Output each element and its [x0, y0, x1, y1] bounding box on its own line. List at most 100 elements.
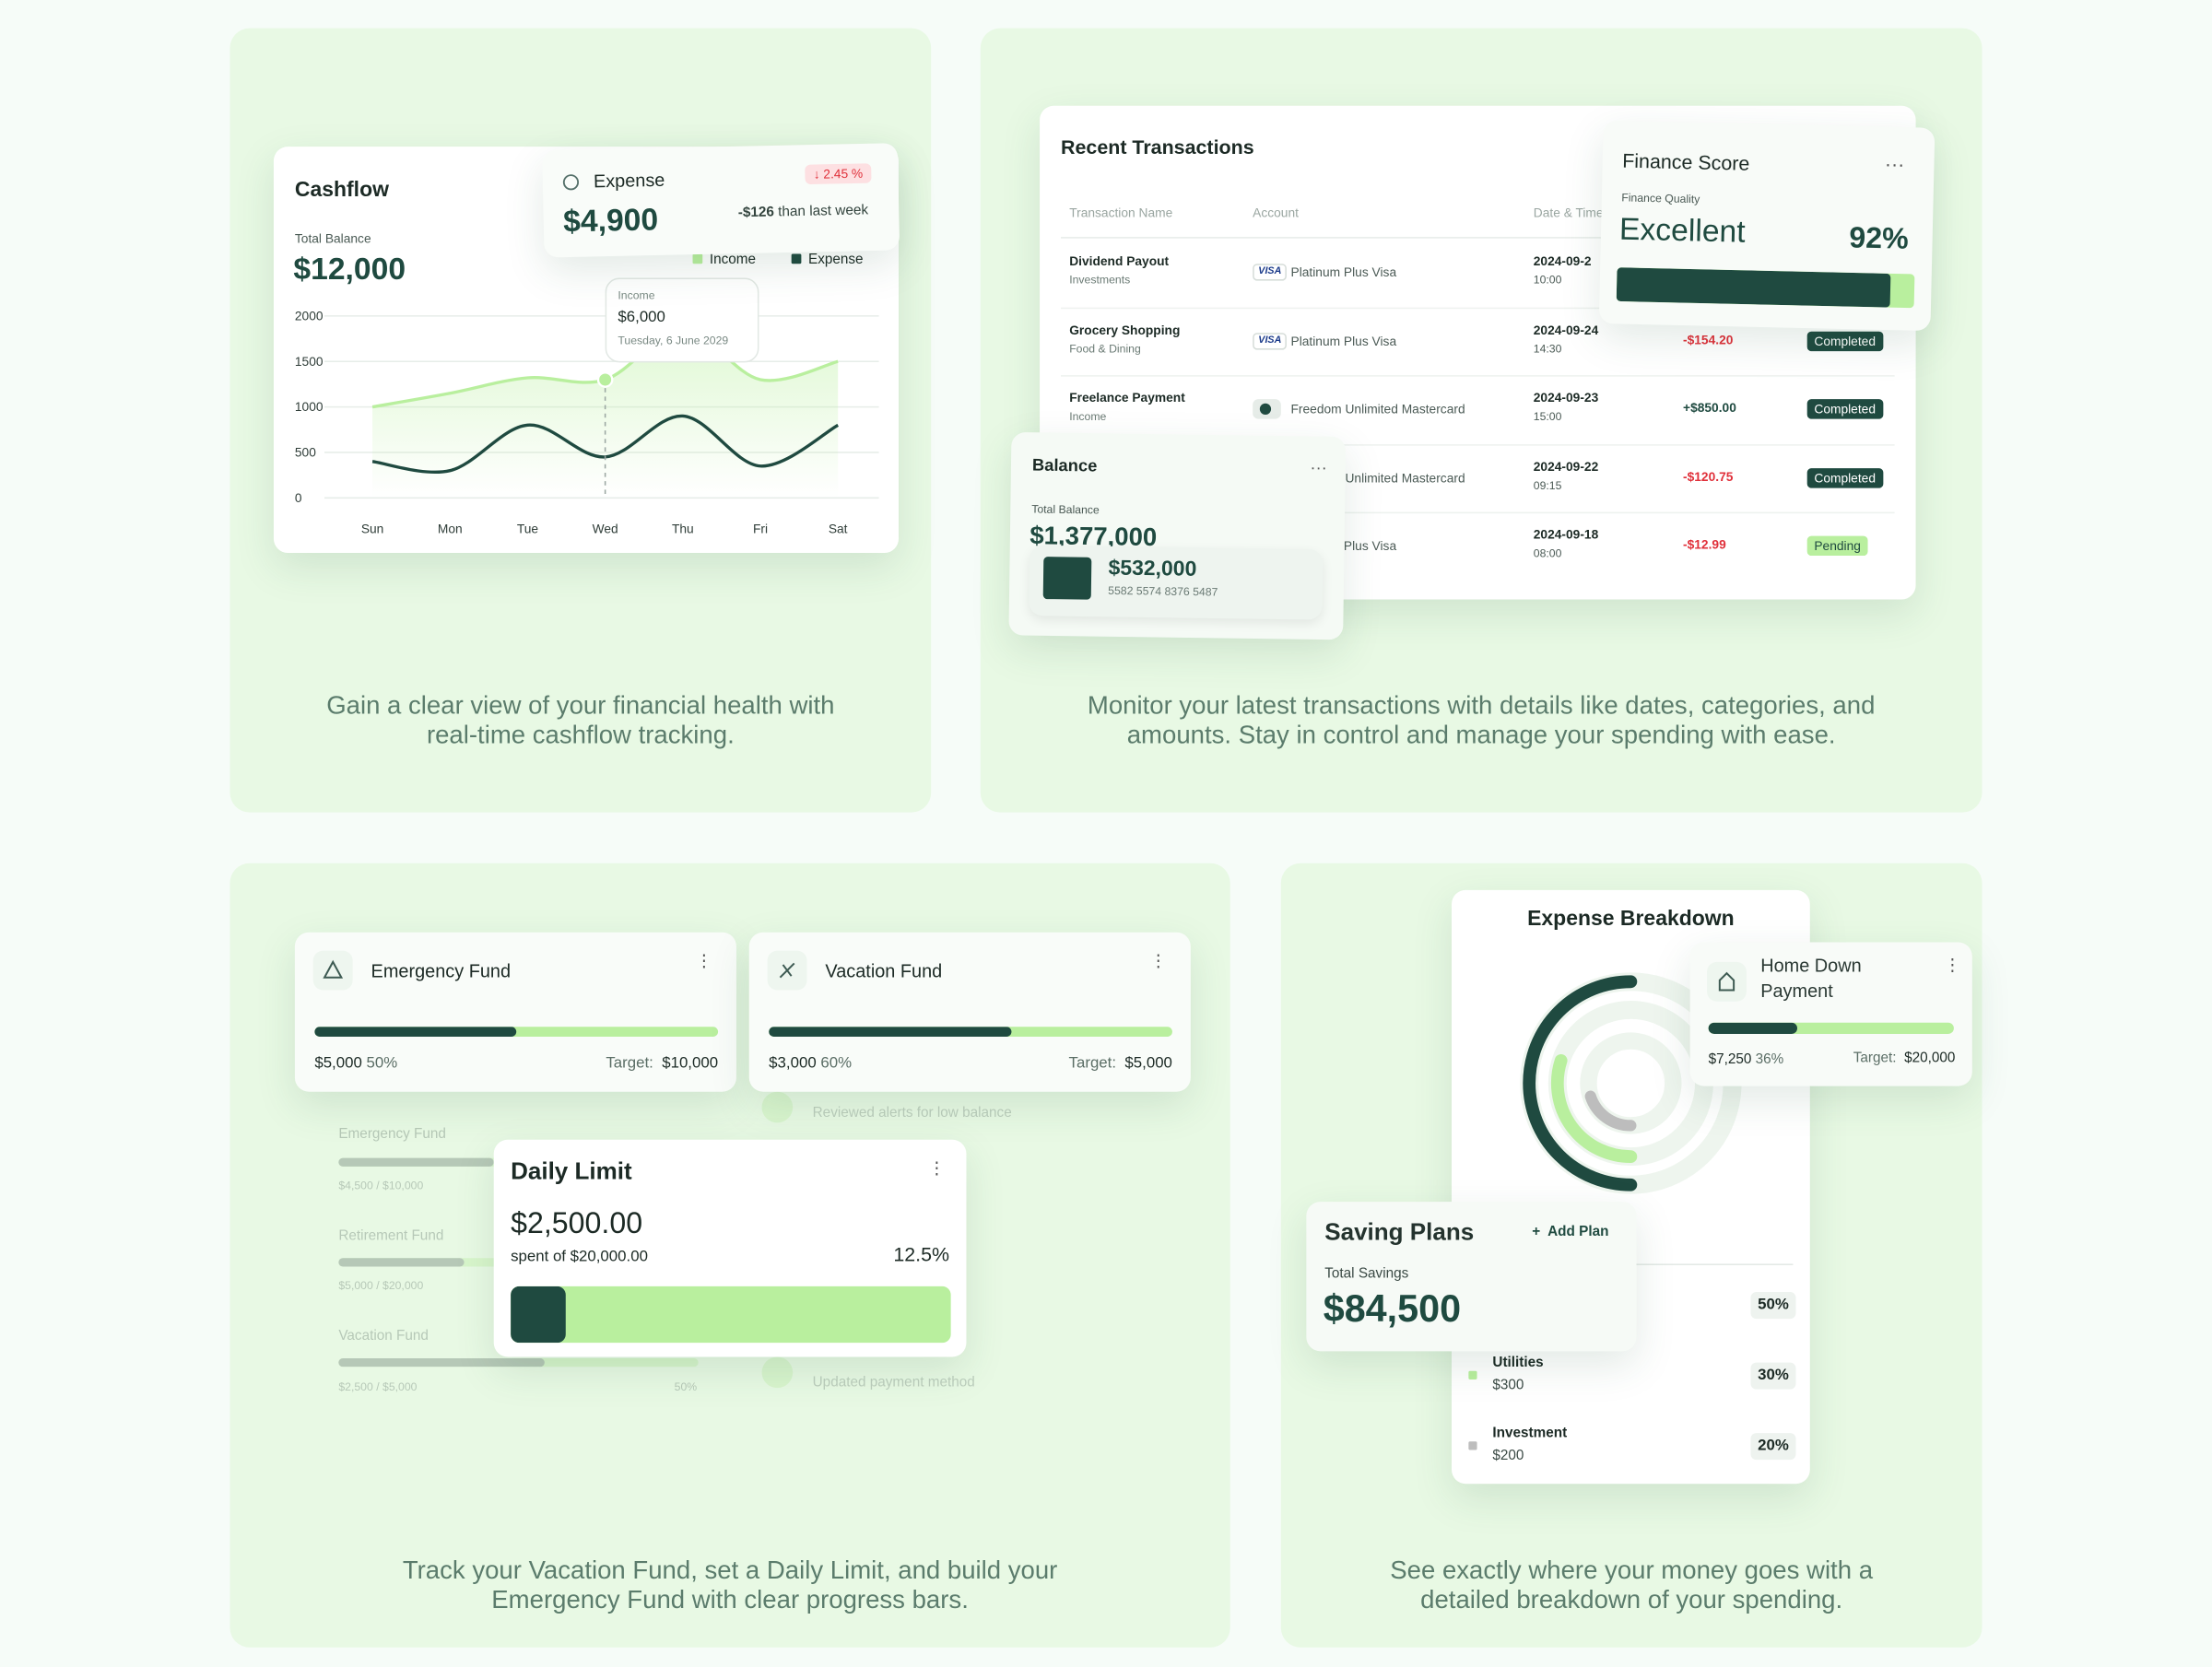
expense-label: Expense — [593, 169, 665, 192]
change-arrow: ↓ — [813, 167, 824, 182]
fund-fill — [314, 1027, 517, 1037]
cashflow-title: Cashflow — [294, 177, 389, 202]
tx-account: Platinum Plus Visa — [1290, 264, 1397, 280]
tx-amount: +$850.00 — [1683, 400, 1736, 415]
balance-title: Balance — [1031, 454, 1098, 476]
tx-account: Freedom Unlimited Mastercard — [1290, 402, 1465, 417]
tx-date: 2024-09-18 — [1533, 527, 1599, 542]
finance-score-card: Finance Score ··· Finance Quality Excell… — [1598, 120, 1936, 332]
tooltip: Income $6,000 Tuesday, 6 June 2029 — [605, 277, 759, 363]
home-icon — [1707, 961, 1747, 1002]
activity-icon — [761, 1356, 794, 1389]
caption-line: detailed breakdown of your spending. — [1420, 1585, 1843, 1614]
fund-fill — [769, 1027, 1011, 1037]
quality: Excellent — [1618, 211, 1747, 250]
legend-amount: $300 — [1492, 1378, 1524, 1394]
goal-fill — [338, 1157, 494, 1167]
home-target: Target: $20,000 — [1853, 1051, 1956, 1067]
row-divider — [1061, 306, 1895, 309]
tx-amount: -$154.20 — [1683, 332, 1734, 346]
saving-title: Saving Plans — [1324, 1218, 1475, 1246]
caption-line: amounts. Stay in control and manage your… — [1126, 721, 1836, 749]
daily-percent: 12.5% — [893, 1242, 950, 1265]
balance-total-label: Total Balance — [1031, 502, 1100, 517]
tx-name: Grocery Shopping — [1069, 322, 1181, 337]
total-value: $12,000 — [293, 251, 406, 287]
target-label: Target: — [1853, 1051, 1897, 1067]
target: $5,000 — [1124, 1054, 1172, 1073]
goal-track — [338, 1357, 699, 1368]
row-divider — [1061, 511, 1895, 514]
daily-track — [511, 1285, 951, 1344]
goal-name: Vacation Fund — [338, 1328, 429, 1344]
caption-line: See exactly where your money goes with a — [1390, 1555, 1874, 1584]
card-brand: VISA — [1253, 332, 1288, 349]
x-tick-label: Tue — [517, 522, 539, 536]
menu-dots[interactable]: ⋮ — [928, 1157, 946, 1179]
fund-icon — [767, 950, 807, 991]
score-fill — [1616, 267, 1891, 308]
header: Date & Time — [1533, 205, 1604, 220]
card-icon — [1253, 399, 1281, 419]
expense-difference: -$126 than last week — [738, 203, 869, 222]
tooltip-label: Income — [618, 288, 655, 302]
tx-time: 14:30 — [1533, 342, 1562, 355]
card-amount: $532,000 — [1108, 556, 1197, 581]
home-name: Payment — [1760, 980, 1833, 1002]
goal-amounts: $5,000 / $20,000 — [338, 1279, 424, 1293]
fund-target: Target: $5,000 — [1069, 1055, 1172, 1073]
caption-line: Emergency Fund with clear progress bars. — [491, 1585, 969, 1614]
fund-track — [769, 1027, 1172, 1037]
tx-date: 2024-09-23 — [1533, 390, 1599, 405]
legend-amount: $200 — [1492, 1448, 1524, 1464]
percent: 36% — [1755, 1051, 1784, 1068]
legend-label: Income — [710, 252, 756, 267]
balance-card: Balance ··· Total Balance $1,377,000 $53… — [1008, 431, 1347, 640]
menu-dots[interactable]: ··· — [1310, 457, 1327, 478]
tx-category: Investments — [1069, 273, 1131, 287]
header: Transaction Name — [1069, 205, 1173, 220]
daily-fill — [511, 1285, 566, 1344]
menu-dots[interactable]: ⋮ — [695, 950, 712, 971]
goal-percent: 50% — [674, 1380, 698, 1394]
difference-note: than last week — [778, 203, 869, 221]
expense-icon — [562, 174, 580, 191]
tx-name: Freelance Payment — [1069, 390, 1185, 405]
activity-text: Updated payment method — [812, 1375, 975, 1391]
daily-amount: $2,500.00 — [511, 1207, 643, 1240]
x-tick-label: Sat — [829, 522, 848, 536]
menu-dots[interactable]: ··· — [1884, 152, 1905, 176]
fund-amount: $5,000 50% — [314, 1055, 397, 1073]
expense-change: ↓ 2.45 % — [805, 163, 872, 185]
expense-amount: $4,900 — [562, 201, 659, 240]
caption: Track your Vacation Fund, set a Daily Li… — [229, 1555, 1230, 1614]
add-plan[interactable]: + Add Plan — [1532, 1225, 1608, 1241]
score-track — [1616, 267, 1915, 309]
menu-dots[interactable]: ⋮ — [1944, 955, 1961, 975]
goal-name: Retirement Fund — [338, 1228, 444, 1244]
divider — [1061, 237, 1895, 239]
legend-percent: 30% — [1750, 1362, 1796, 1390]
add-plan-label[interactable]: Add Plan — [1547, 1224, 1609, 1240]
legend-swatch — [692, 253, 703, 264]
goal-amounts: $2,500 / $5,000 — [338, 1380, 418, 1394]
breakdown-title: Expense Breakdown — [1527, 907, 1735, 932]
amount: $3,000 — [769, 1054, 817, 1073]
bank-card: $532,000 5582 5574 8376 5487 — [1029, 545, 1324, 620]
total-label: Total Balance — [294, 231, 371, 246]
saving-plans-card: Saving Plans + Add Plan Total Savings $8… — [1306, 1202, 1637, 1352]
percent: 50% — [366, 1054, 398, 1073]
target: $20,000 — [1904, 1051, 1956, 1067]
tx-status: Pending — [1806, 535, 1868, 557]
fund-icon — [312, 950, 353, 991]
tx-status: Completed — [1806, 399, 1883, 420]
daily-limit-card: Daily Limit ⋮ $2,500.00 spent of $20,000… — [493, 1139, 967, 1357]
daily-title: Daily Limit — [511, 1157, 632, 1185]
tx-status: Completed — [1806, 330, 1883, 351]
y-tick-label: 1500 — [295, 355, 324, 369]
legend-name: Utilities — [1492, 1355, 1544, 1371]
percent: 60% — [820, 1054, 853, 1073]
menu-dots[interactable]: ⋮ — [1149, 950, 1167, 971]
row-divider — [1061, 375, 1895, 377]
goal-amounts: $4,500 / $10,000 — [338, 1179, 424, 1192]
